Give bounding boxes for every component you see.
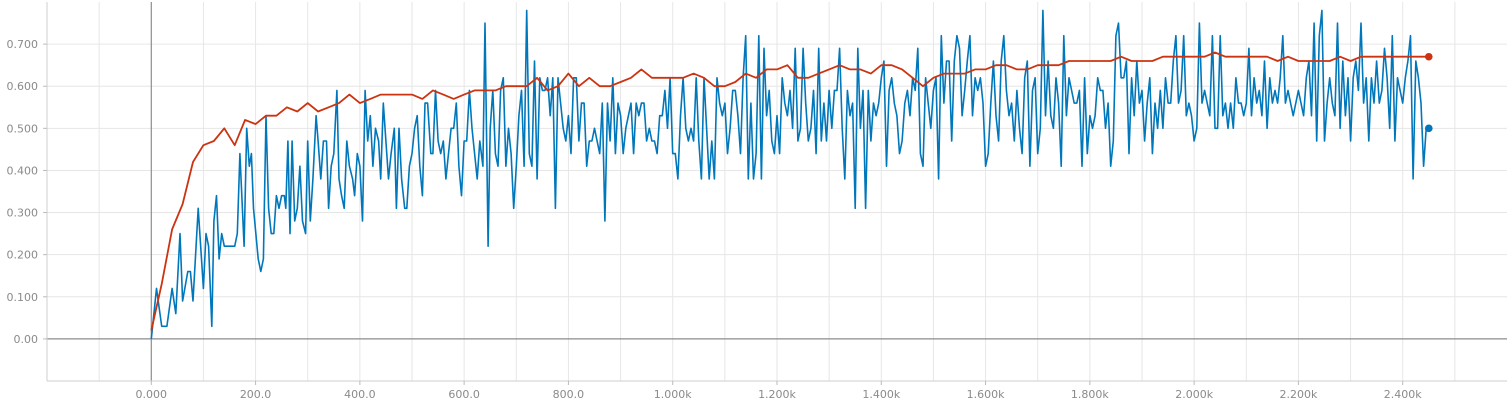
axes xyxy=(43,2,1507,385)
y-tick-label: 0.600 xyxy=(7,80,39,93)
x-tick-label: 1.200k xyxy=(758,388,796,401)
smoothed-series-end-marker xyxy=(1424,52,1433,61)
x-tick-label: 1.000k xyxy=(654,388,692,401)
gridlines xyxy=(47,2,1507,381)
x-tick-label: 0.000 xyxy=(136,388,168,401)
raw-series-end-marker xyxy=(1424,124,1433,133)
y-tick-label: 0.300 xyxy=(7,207,39,220)
x-tick-label: 800.0 xyxy=(553,388,585,401)
x-tick-label: 2.400k xyxy=(1384,388,1422,401)
x-tick-label: 600.0 xyxy=(448,388,480,401)
y-tick-label: 0.700 xyxy=(7,38,39,51)
x-tick-label: 2.000k xyxy=(1175,388,1213,401)
x-tick-label: 200.0 xyxy=(240,388,272,401)
x-tick-labels: 0.000 200.0 400.0 600.0 800.0 1.000k 1.200k 1.4… xyxy=(136,388,1423,401)
series-end-markers xyxy=(1424,52,1433,133)
y-tick-label: 0.400 xyxy=(7,164,39,177)
raw-series-line xyxy=(150,9,1429,339)
x-tick-label: 400.0 xyxy=(344,388,376,401)
x-tick-label: 2.200k xyxy=(1279,388,1317,401)
series-lines xyxy=(150,9,1429,339)
y-tick-label: 0.500 xyxy=(7,122,39,135)
y-tick-label: 0.200 xyxy=(7,249,39,262)
x-tick-label: 1.400k xyxy=(862,388,900,401)
x-tick-label: 1.600k xyxy=(967,388,1005,401)
y-tick-labels: 0.00 0.100 0.200 0.300 0.400 0.500 0.600 0.700 xyxy=(7,38,39,346)
y-tick-label: 0.100 xyxy=(7,291,39,304)
y-tick-label: 0.00 xyxy=(14,333,39,346)
smoothed-series-line xyxy=(150,51,1429,331)
x-tick-label: 1.800k xyxy=(1071,388,1109,401)
